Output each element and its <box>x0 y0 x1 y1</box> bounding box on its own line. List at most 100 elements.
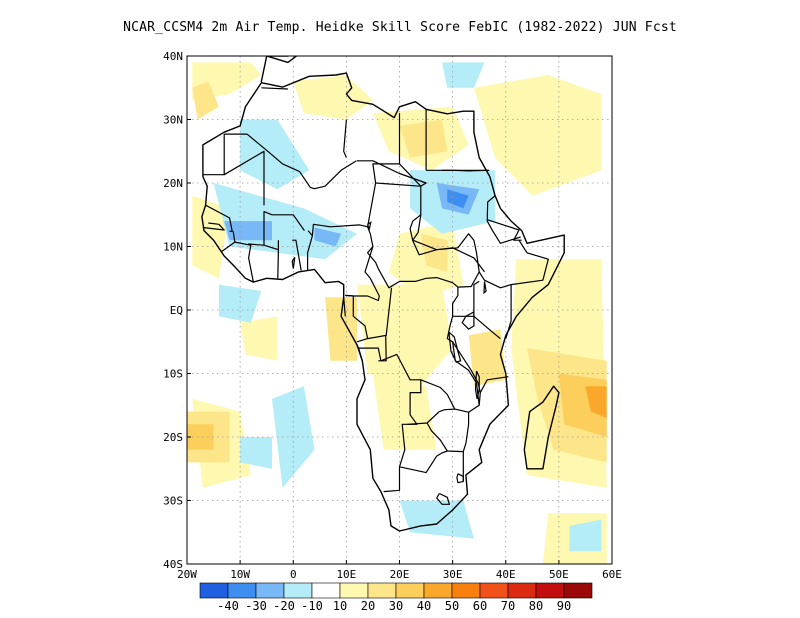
country-border <box>473 280 501 340</box>
skill-region <box>218 284 262 323</box>
lake-outline <box>367 221 372 232</box>
lat-tick-label: EQ <box>170 304 183 317</box>
colorbar-swatch <box>563 582 593 599</box>
colorbar-label: 30 <box>389 599 403 613</box>
country-border <box>478 239 549 289</box>
country-border <box>202 222 225 231</box>
country-border <box>486 220 521 244</box>
skill-region <box>240 437 272 469</box>
lon-tick-label: 20E <box>390 568 410 581</box>
coastline <box>201 72 565 532</box>
colorbar-label: -40 <box>217 599 239 613</box>
colorbar-swatch <box>395 582 425 599</box>
map-title: NCAR_CCSM4 2m Air Temp. Heidke Skill Sco… <box>123 20 677 35</box>
country-border <box>357 160 427 187</box>
coastlines-and-borders <box>201 56 565 532</box>
skill-region <box>420 233 448 272</box>
country-border <box>486 195 496 222</box>
country-border <box>505 284 512 339</box>
country-border <box>436 492 450 505</box>
country-border <box>456 473 464 484</box>
colorbar-swatch <box>479 582 509 599</box>
lat-tick-label: 10N <box>163 241 183 254</box>
country-border <box>354 341 422 493</box>
lat-tick-label: 30S <box>163 495 183 508</box>
country-border <box>223 150 265 206</box>
skill-region <box>473 75 602 196</box>
colorbar-label: -20 <box>273 599 295 613</box>
lat-tick-label: 20N <box>163 177 183 190</box>
lon-tick-label: 20W <box>177 568 197 581</box>
country-border <box>311 223 368 236</box>
country-border <box>452 287 474 317</box>
country-border <box>426 422 464 453</box>
skill-region <box>569 519 602 552</box>
colorbar-swatch <box>507 582 537 599</box>
country-border <box>375 182 421 187</box>
lat-tick-label: 30N <box>163 114 183 127</box>
skill-region <box>240 119 310 190</box>
country-border <box>343 297 346 317</box>
colorbar-swatch <box>535 582 565 599</box>
colorbar-label: 60 <box>473 599 487 613</box>
lake-outline <box>261 87 288 90</box>
colorbar-label: 40 <box>417 599 431 613</box>
country-border <box>248 243 279 279</box>
country-border <box>263 211 305 246</box>
skill-region <box>399 119 448 158</box>
colorbar-label: 20 <box>361 599 375 613</box>
colorbar-swatch <box>339 582 369 599</box>
lon-tick-label: 10W <box>230 568 250 581</box>
colorbar-swatch <box>311 582 341 599</box>
lat-tick-label: 40N <box>163 50 183 63</box>
colorbar-swatch <box>255 582 285 599</box>
lake-outline <box>291 256 296 269</box>
country-border <box>399 450 448 474</box>
skill-region <box>468 329 506 387</box>
colorbar-swatch <box>423 582 453 599</box>
country-border <box>487 219 522 241</box>
country-border <box>358 347 363 361</box>
skill-region <box>399 500 474 539</box>
longitude-tick-labels: 20W 10W 0 10E 20E 30E 40E 50E 60E <box>177 560 622 581</box>
country-border <box>345 246 380 302</box>
colorbar-label: 70 <box>501 599 515 613</box>
colorbar-label: 90 <box>557 599 571 613</box>
coastline <box>523 385 560 470</box>
colorbar-label: 50 <box>445 599 459 613</box>
lat-tick-label: 40S <box>163 558 183 571</box>
colorbar-swatch <box>451 582 481 599</box>
skill-region <box>293 75 373 120</box>
country-border <box>205 204 233 232</box>
country-border <box>221 231 236 253</box>
lon-tick-label: 40E <box>496 568 516 581</box>
lake-outline <box>483 281 487 295</box>
lon-tick-label: 60E <box>602 568 622 581</box>
skill-region <box>240 316 278 361</box>
country-border <box>307 230 313 270</box>
skill-region <box>192 81 219 120</box>
lake-outline <box>461 310 475 330</box>
country-border <box>378 335 387 362</box>
country-border <box>412 214 480 288</box>
colorbar-label: -10 <box>301 599 323 613</box>
skill-region <box>447 189 469 209</box>
colorbar-label: 80 <box>529 599 543 613</box>
country-border <box>479 376 509 393</box>
lon-tick-label: 10E <box>336 568 356 581</box>
lon-tick-label: 30E <box>443 568 463 581</box>
skill-region <box>325 297 357 361</box>
lon-tick-label: 0 <box>290 568 297 581</box>
colorbar-label: 10 <box>333 599 347 613</box>
colorbar-swatch <box>367 582 397 599</box>
skill-region <box>314 227 342 247</box>
lon-tick-label: 50E <box>549 568 569 581</box>
skill-region <box>585 386 607 418</box>
lat-tick-label: 10S <box>163 368 183 381</box>
country-border <box>442 169 489 172</box>
country-border <box>436 247 485 273</box>
skill-region <box>224 221 272 241</box>
country-border <box>202 134 225 176</box>
lake-outline <box>474 370 480 400</box>
